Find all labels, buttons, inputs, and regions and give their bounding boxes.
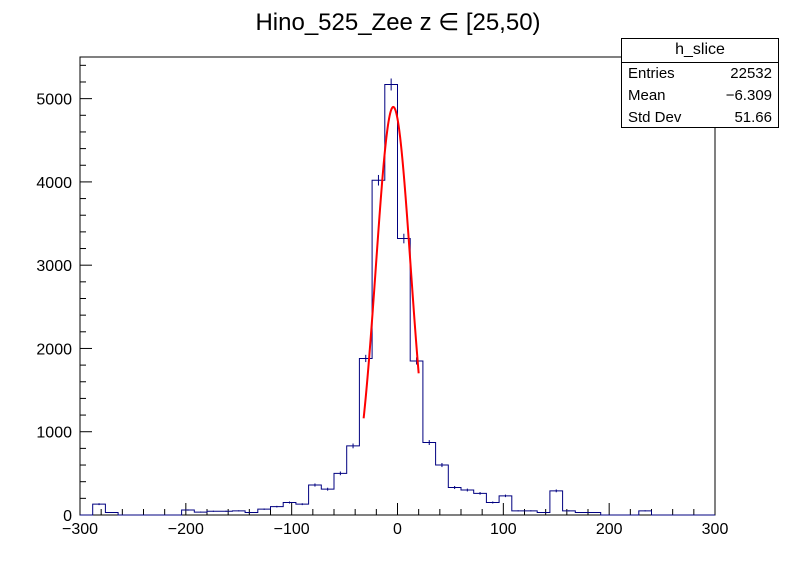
histogram-bin [563,511,576,515]
histogram-bin [334,473,347,515]
gaussian-fit-curve [362,105,420,419]
histogram-error-bars [98,78,646,513]
x-tick-label: −100 [274,521,310,538]
x-tick-label: −300 [62,521,98,538]
histogram-bin [461,490,474,515]
y-tick-label: 3000 [36,258,72,275]
y-tick-label: 5000 [36,92,72,109]
stats-row-stddev: Std Dev 51.66 [628,107,772,129]
stats-row-mean: Mean −6.309 [628,85,772,107]
histogram-bin [220,511,233,515]
stats-label-entries: Entries [628,65,675,82]
x-axis: −300 −200 −100 0 100 200 300 [62,503,728,538]
histogram-bin [347,446,360,515]
stats-value-entries: 22532 [730,65,772,82]
histogram-bin [410,361,423,515]
stats-row-entries: Entries 22532 [628,63,772,85]
histogram-bin [232,511,245,515]
histogram-bin [283,503,296,515]
histogram-bin [550,491,563,515]
histogram-bin [93,504,106,515]
histogram-bin [639,511,652,515]
histogram-bin [525,511,538,515]
stats-label-mean: Mean [628,87,666,104]
histogram-bin [296,504,309,515]
histogram-bin [385,84,398,515]
histogram-bin [258,509,271,515]
histogram-bin [182,510,195,515]
histogram-bin [499,496,512,515]
y-tick-label: 1000 [36,425,72,442]
chart-title: Hino_525_Zee z ∈ [25,50) [255,9,540,36]
x-tick-label: 100 [490,521,517,538]
y-tick-label: 0 [63,508,72,525]
histogram-bin [436,465,449,515]
histogram-bin [359,358,372,515]
stats-value-stddev: 51.66 [734,109,772,126]
histogram-bin [271,507,284,515]
y-tick-label: 2000 [36,341,72,358]
x-tick-label: 200 [596,521,623,538]
x-tick-label: −200 [168,521,204,538]
stats-label-stddev: Std Dev [628,109,682,126]
histogram-bin [474,493,487,515]
x-tick-label: 300 [702,521,729,538]
y-tick-label: 4000 [36,175,72,192]
histogram-outline [80,83,715,516]
histogram-bin [512,511,525,515]
histogram-bin [448,488,461,515]
y-axis: 0 1000 2000 3000 4000 5000 [36,64,92,525]
histogram-bin [207,511,220,515]
histogram-bin [486,503,499,515]
stats-title: h_slice [622,39,778,63]
histogram-bin [423,443,436,515]
stats-value-mean: −6.309 [725,87,772,104]
histogram-bin [398,239,411,515]
x-tick-label: 0 [393,521,402,538]
histogram-bin [321,489,334,515]
stats-box: h_slice Entries 22532 Mean −6.309 Std De… [621,38,779,128]
histogram-bin [309,485,322,515]
